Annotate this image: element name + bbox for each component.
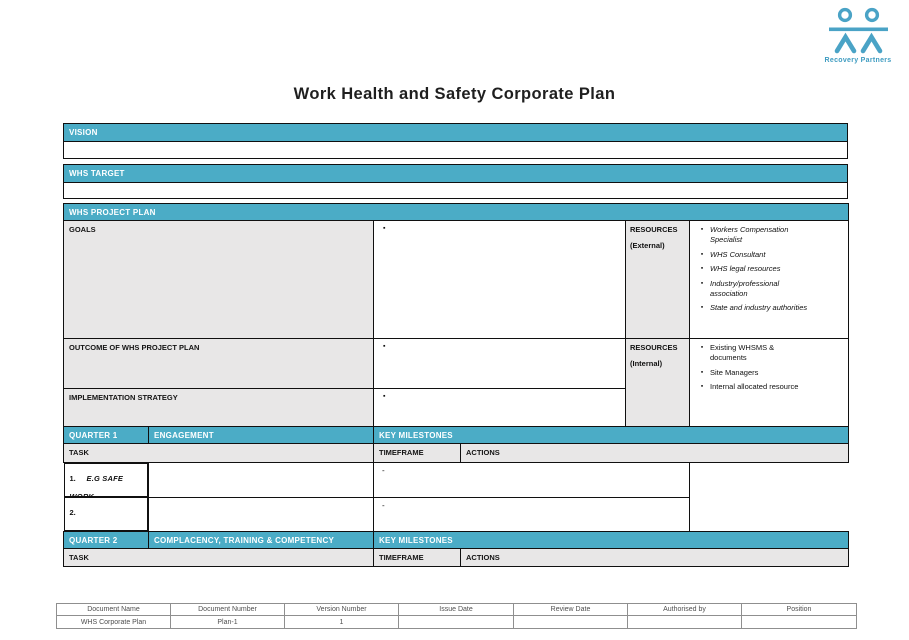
timeframe-cell-2[interactable] bbox=[148, 496, 374, 532]
quarter1-actions-header: ACTIONS bbox=[459, 443, 850, 463]
footer-header-review-date: Review Date bbox=[513, 603, 628, 616]
logo-mark-icon bbox=[829, 7, 888, 54]
resources-label: RESOURCES bbox=[630, 343, 678, 352]
page-title: Work Health and Safety Corporate Plan bbox=[293, 85, 616, 103]
goals-label-cell: GOALS bbox=[63, 220, 374, 339]
list-item: ▪ State and industry authorities bbox=[694, 303, 842, 313]
whs-target-table: WHS TARGET bbox=[63, 164, 848, 199]
resources-external-list: ▪ Workers Compensation Specialist ▪ WHS Co… bbox=[688, 220, 850, 339]
table-row: 1.E.G SAFE WORK OBSERVATIONS - bbox=[63, 462, 849, 498]
task-number: 2. bbox=[69, 508, 76, 517]
footer-value-doc-number: Plan-1 bbox=[170, 615, 285, 629]
bullet-marker: ▪ bbox=[700, 226, 704, 233]
list-item: ▪ Existing WHSMS & documents bbox=[694, 343, 842, 363]
list-item: ▪ Site Managers bbox=[694, 368, 842, 378]
resources-internal-scope: (Internal) bbox=[630, 359, 663, 368]
outcome-label-cell: OUTCOME OF WHS PROJECT PLAN bbox=[63, 338, 374, 389]
task-cell-1[interactable]: 1.E.G SAFE WORK OBSERVATIONS bbox=[63, 463, 148, 497]
recovery-partners-logo: Recovery Partners bbox=[816, 6, 900, 64]
list-item: ▪ Workers Compensation Specialist bbox=[694, 225, 842, 245]
footer-header-authorised-by: Authorised by bbox=[627, 603, 742, 616]
footer-value-review-date[interactable] bbox=[513, 615, 628, 629]
quarter2-theme-cell: COMPLACENCY, TRAINING & COMPETENCY bbox=[148, 531, 374, 549]
footer-header-doc-number: Document Number bbox=[170, 603, 285, 616]
footer-header-doc-name: Document Name bbox=[56, 603, 171, 616]
quarter2-label-cell: QUARTER 2 bbox=[63, 531, 149, 549]
quarter1-timeframe-header: TIMEFRAME bbox=[373, 443, 461, 463]
bullet-marker: ▪ bbox=[700, 304, 704, 311]
bullet-marker: ▪ bbox=[383, 225, 386, 232]
logo-brand-text: Recovery Partners bbox=[824, 57, 892, 64]
quarter1-task-header: TASK bbox=[63, 443, 374, 463]
whs-target-content-cell[interactable] bbox=[63, 182, 848, 199]
footer-value-doc-name: WHS Corporate Plan bbox=[56, 615, 171, 629]
bullet-marker: ▪ bbox=[700, 250, 704, 258]
quarter2-milestones-cell: KEY MILESTONES bbox=[372, 531, 850, 549]
footer-header-issue-date: Issue Date bbox=[398, 603, 514, 616]
resources-external-scope: (External) bbox=[630, 241, 665, 250]
task-number: 1. bbox=[69, 474, 76, 483]
task-text: E.G SAFE WORK OBSERVATIONS bbox=[69, 474, 124, 497]
resources-external-label-cell: RESOURCES (External) bbox=[625, 220, 690, 339]
task-cell-2[interactable]: 2. bbox=[63, 497, 148, 531]
quarter1-theme-cell: ENGAGEMENT bbox=[148, 426, 374, 444]
bullet-marker: ▪ bbox=[383, 343, 386, 350]
list-item: ▪ WHS legal resources bbox=[694, 264, 842, 274]
list-item: ▪ Industry/professional association bbox=[694, 279, 842, 299]
implementation-entry-cell[interactable]: ▪ bbox=[373, 388, 626, 427]
bullet-marker: ▪ bbox=[700, 279, 704, 287]
goals-entry-cell[interactable]: ▪ bbox=[373, 220, 626, 339]
resources-internal-label-cell: RESOURCES (Internal) bbox=[625, 338, 690, 427]
table-row: 2. - bbox=[63, 496, 849, 532]
quarter2-timeframe-header: TIMEFRAME bbox=[373, 548, 461, 567]
quarter1-milestones-cell: KEY MILESTONES bbox=[372, 426, 850, 444]
actions-cell-1[interactable]: - bbox=[373, 462, 690, 498]
footer-header-version: Version Number bbox=[284, 603, 399, 616]
implementation-label-cell: IMPLEMENTATION STRATEGY bbox=[63, 388, 374, 427]
footer-value-version: 1 bbox=[284, 615, 399, 629]
whs-target-header: WHS TARGET bbox=[63, 164, 848, 183]
vision-header: VISION bbox=[63, 123, 848, 142]
actions-cell-2[interactable]: - bbox=[373, 496, 690, 532]
list-item: ▪ Internal allocated resource bbox=[694, 382, 842, 392]
vision-content-cell[interactable] bbox=[63, 141, 848, 159]
project-plan-header: WHS PROJECT PLAN bbox=[62, 203, 850, 221]
quarter2-task-header: TASK bbox=[63, 548, 374, 567]
table-row: Document Name Document Number Version Nu… bbox=[56, 603, 857, 616]
bullet-marker: ▪ bbox=[700, 383, 704, 390]
document-control-table: Document Name Document Number Version Nu… bbox=[56, 603, 857, 629]
list-item: ▪ WHS Consultant bbox=[694, 250, 842, 260]
outcome-entry-cell[interactable]: ▪ bbox=[373, 338, 626, 389]
resources-internal-list: ▪ Existing WHSMS & documents ▪ Site Manage… bbox=[688, 338, 850, 427]
vision-table: VISION bbox=[63, 123, 848, 159]
footer-value-issue-date[interactable] bbox=[398, 615, 514, 629]
bullet-marker: ▪ bbox=[700, 265, 704, 272]
bullet-marker: ▪ bbox=[700, 344, 704, 351]
quarter2-actions-header: ACTIONS bbox=[459, 548, 850, 567]
timeframe-cell-1[interactable] bbox=[148, 462, 374, 498]
quarter1-label-cell: QUARTER 1 bbox=[63, 426, 149, 444]
bullet-marker: ▪ bbox=[383, 393, 386, 400]
table-row: WHS Corporate Plan Plan-1 1 bbox=[56, 615, 857, 629]
resources-label: RESOURCES bbox=[630, 225, 678, 234]
bullet-marker: ▪ bbox=[700, 368, 704, 376]
footer-value-authorised-by[interactable] bbox=[627, 615, 742, 629]
project-plan-table: WHS PROJECT PLAN GOALS ▪ RESOURCES (Exte… bbox=[62, 203, 850, 567]
footer-header-position: Position bbox=[741, 603, 857, 616]
footer-value-position[interactable] bbox=[741, 615, 857, 629]
